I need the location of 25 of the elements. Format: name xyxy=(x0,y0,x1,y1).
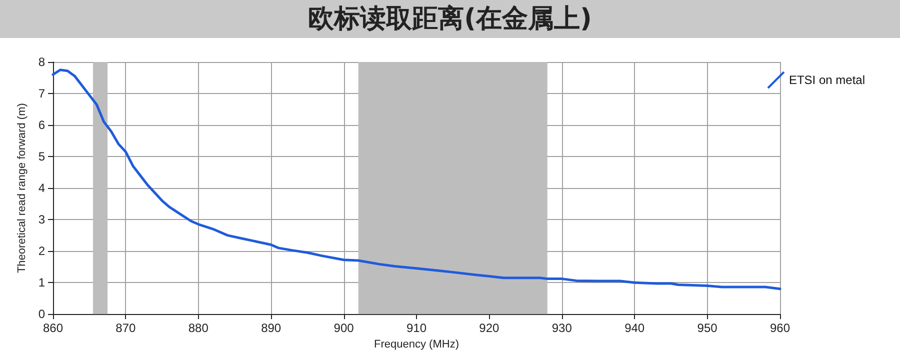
x-axis-title: Frequency (MHz) xyxy=(374,338,459,350)
y-axis-title: Theoretical read range forward (m) xyxy=(16,103,28,274)
x-tick-label: 930 xyxy=(552,321,572,336)
line-series xyxy=(52,68,782,290)
y-tick-label: 3 xyxy=(38,212,46,227)
y-tick-label: 2 xyxy=(38,244,46,258)
y-tick-label: 8 xyxy=(38,55,46,69)
legend-label: ETSI on metal xyxy=(788,73,865,87)
x-tick-label: 860 xyxy=(42,321,64,336)
x-tick-label: 870 xyxy=(116,321,136,336)
x-tick-label: 890 xyxy=(261,321,282,336)
x-tick-label: 880 xyxy=(188,321,209,336)
x-tick-label: 950 xyxy=(697,321,718,336)
y-tick-label: 6 xyxy=(38,118,46,132)
y-tick-label: 7 xyxy=(38,86,46,101)
y-tick-label: 5 xyxy=(38,150,46,164)
chart-title: 欧标读取距离(在金属上) xyxy=(0,0,900,38)
y-tick-label: 4 xyxy=(38,181,46,196)
x-tick-label: 920 xyxy=(479,321,500,336)
x-tick-label: 910 xyxy=(406,321,427,336)
y-tick-label: 1 xyxy=(38,276,46,290)
x-tick-label: 960 xyxy=(770,321,790,336)
x-tick-label: 940 xyxy=(624,321,645,336)
x-tick-label: 900 xyxy=(334,321,354,336)
y-tick-label: 0 xyxy=(38,307,46,322)
